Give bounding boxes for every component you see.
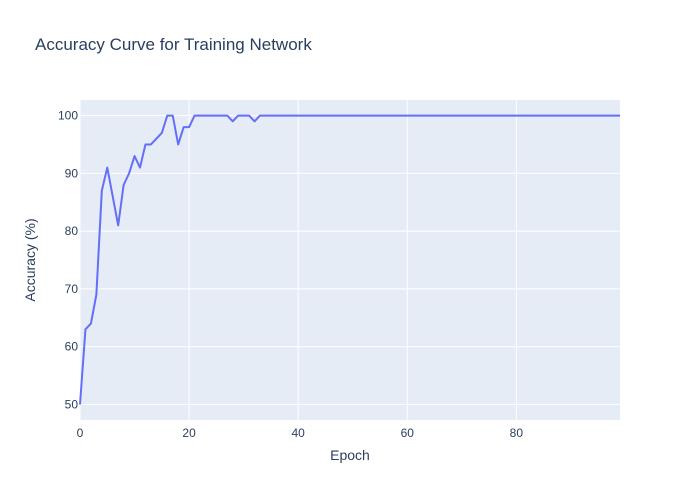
plot-background [80,100,620,420]
y-tick-label: 50 [65,397,79,411]
chart-title: Accuracy Curve for Training Network [35,35,312,54]
x-axis-title: Epoch [330,447,370,463]
series-group [79,114,620,405]
x-tick-label: 40 [292,426,306,440]
y-tick-label: 60 [65,340,79,354]
x-tick-label: 60 [401,426,415,440]
y-tick-label: 70 [65,282,79,296]
x-tick-label: 0 [77,426,84,440]
y-axis-ticks: 50 60 70 80 90 100 [58,109,78,412]
y-axis-title: Accuracy (%) [22,218,38,301]
x-axis-ticks: 0 20 40 60 80 [77,426,524,440]
y-tick-label: 90 [65,166,79,180]
accuracy-series-line [79,114,620,405]
x-tick-label: 80 [510,426,524,440]
y-tick-label: 80 [65,224,79,238]
x-tick-label: 20 [182,426,196,440]
y-tick-label: 100 [58,109,78,123]
